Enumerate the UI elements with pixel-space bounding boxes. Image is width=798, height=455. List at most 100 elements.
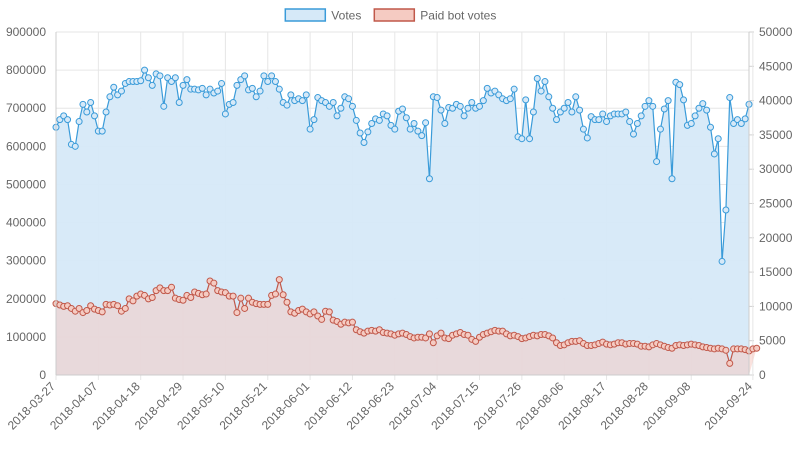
data-point [318,315,326,323]
data-point [406,125,414,133]
data-point [229,292,237,300]
data-point [726,94,734,102]
data-point [356,129,364,137]
data-point [283,298,291,306]
data-point [437,329,445,337]
y-left-tick-label: 500000 [6,177,46,191]
data-point [237,294,245,302]
data-point [564,99,572,107]
data-point [268,72,276,80]
data-point [656,125,664,133]
data-point [179,81,187,89]
data-point [117,87,125,95]
data-point [660,105,668,113]
data-point [360,139,368,147]
data-point [653,158,661,166]
data-point [460,112,468,120]
data-point [87,99,95,107]
data-point [476,102,483,110]
y-left-tick-label: 300000 [6,254,46,268]
data-point [302,91,310,99]
data-point [533,75,541,82]
y-right-tick-label: 30000 [759,162,793,176]
data-point [144,74,152,82]
data-point [75,118,83,126]
data-point [522,96,530,104]
data-point [306,125,314,133]
data-point [576,106,584,114]
data-point [687,119,695,127]
y-right-tick-label: 50000 [759,25,793,39]
data-point [741,115,749,123]
data-point [526,135,534,143]
legend-label: Paid bot votes [420,9,496,23]
data-point [260,72,268,80]
data-point [279,291,287,299]
data-point [399,105,406,113]
y-left-tick-label: 0 [39,368,46,382]
data-point [241,304,249,312]
y-right-tick-label: 15000 [759,265,793,279]
data-point [83,108,91,116]
y-left-tick-label: 800000 [6,63,46,77]
y-right-tick-label: 40000 [759,94,793,108]
data-point [714,135,722,143]
data-point [583,134,591,142]
y-right-tick-label: 5000 [759,334,786,348]
data-point [456,102,464,110]
y-left-tick-label: 900000 [6,25,46,39]
data-point [202,91,210,99]
data-point [630,130,637,138]
data-point [425,175,433,183]
data-point [129,297,137,305]
data-point [603,118,611,126]
data-point [568,108,576,116]
data-point [572,93,580,101]
data-point [121,304,129,312]
legend: Votes Paid bot votes [284,8,496,23]
data-point [271,78,279,86]
data-point [472,337,480,345]
data-point [529,108,537,116]
data-point [75,304,83,312]
data-point [633,119,641,127]
y-left-tick-label: 100000 [6,330,46,344]
data-point [333,112,341,120]
data-point [418,132,426,140]
data-point [553,116,560,124]
data-point [437,106,445,114]
data-point [148,81,156,89]
data-point [287,91,295,99]
data-point [707,123,714,131]
data-point [187,293,195,301]
data-point [337,104,345,112]
data-point [110,83,118,91]
data-point [364,128,372,136]
data-point [541,78,549,86]
data-point [718,257,726,265]
data-point [275,276,283,284]
data-point [599,110,607,118]
data-point [198,84,206,92]
data-point [283,101,291,109]
data-point [175,99,183,107]
data-point [549,334,557,342]
data-point [98,127,106,135]
y-left-tick-label: 700000 [6,101,46,115]
data-point [160,102,168,110]
data-point [579,125,587,133]
data-point [518,135,526,143]
data-point [383,112,391,120]
data-point [91,112,98,120]
data-point [549,104,557,112]
data-point [649,102,657,110]
data-point [668,175,676,183]
data-point [114,302,122,310]
data-point [641,102,649,110]
data-point [345,95,353,103]
data-point [256,87,264,95]
data-point [645,97,653,105]
data-point [348,318,356,326]
data-point [479,97,487,105]
data-point [179,296,187,304]
